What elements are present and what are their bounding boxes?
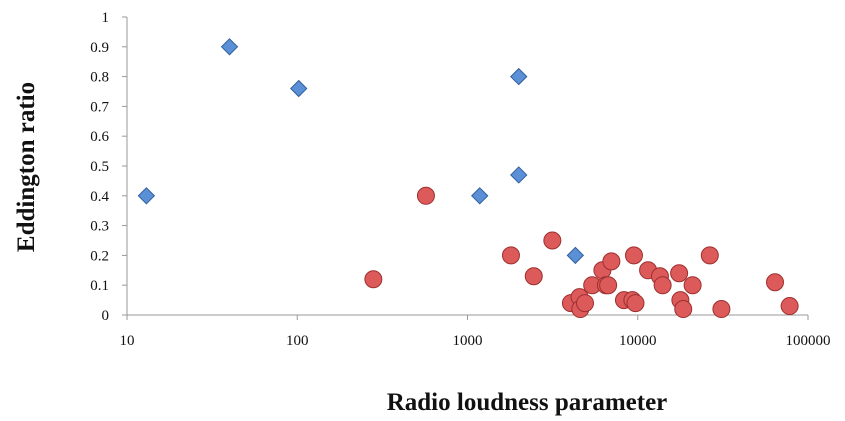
circle-point [700, 246, 719, 265]
y-tick-label: 0.7 [90, 99, 109, 115]
x-tick-label: 10 [120, 333, 135, 349]
y-tick-label: 0.3 [90, 219, 109, 235]
y-tick-label: 0.4 [90, 189, 109, 205]
circle-point [780, 297, 799, 316]
diamond-point [471, 187, 489, 205]
circle-point [653, 276, 672, 295]
circle-point [602, 252, 621, 271]
circle-point [599, 276, 618, 295]
y-tick-label: 1 [102, 10, 110, 26]
y-tick-label: 0.5 [90, 159, 109, 175]
diamond-point [137, 187, 156, 205]
x-tick-label: 100000 [786, 333, 831, 349]
y-tick-label: 0.6 [90, 129, 109, 145]
circle-point [543, 231, 562, 250]
x-tick-label: 10000 [619, 333, 657, 349]
circle-point [501, 246, 520, 265]
circle-point [683, 276, 702, 295]
circle-point [766, 273, 785, 292]
circle-point [364, 270, 383, 289]
data-marks [137, 38, 799, 319]
diamond-point [290, 79, 308, 98]
diamond-point [510, 166, 528, 184]
y-axis-title: Eddington ratio [13, 82, 40, 252]
circle-point [626, 294, 645, 313]
circle-point [712, 300, 731, 319]
axes: 0 0.1 0.2 0.3 0.4 0.5 0.6 0.7 0.8 0.9 1 10 100 1000 10… [90, 10, 830, 349]
y-tick-label: 0.1 [90, 278, 109, 294]
y-tick-label: 0.9 [90, 40, 109, 56]
circle-point [670, 264, 689, 283]
diamond-point [566, 246, 585, 265]
series-circle [364, 186, 799, 319]
y-tick-label: 0.8 [90, 70, 109, 86]
x-tick-label: 1000 [453, 333, 483, 349]
circle-point [416, 186, 435, 205]
y-tick-label: 0 [102, 308, 110, 324]
series-diamond [137, 38, 585, 265]
diamond-point [220, 38, 239, 56]
circle-point [576, 294, 595, 313]
circle-point [674, 300, 693, 319]
diamond-point [510, 67, 528, 86]
x-axis-title: Radio loudness parameter [387, 389, 668, 416]
y-tick-label: 0.2 [90, 248, 109, 264]
circle-point [524, 267, 543, 286]
x-tick-label: 100 [286, 333, 309, 349]
circle-point [624, 246, 643, 265]
